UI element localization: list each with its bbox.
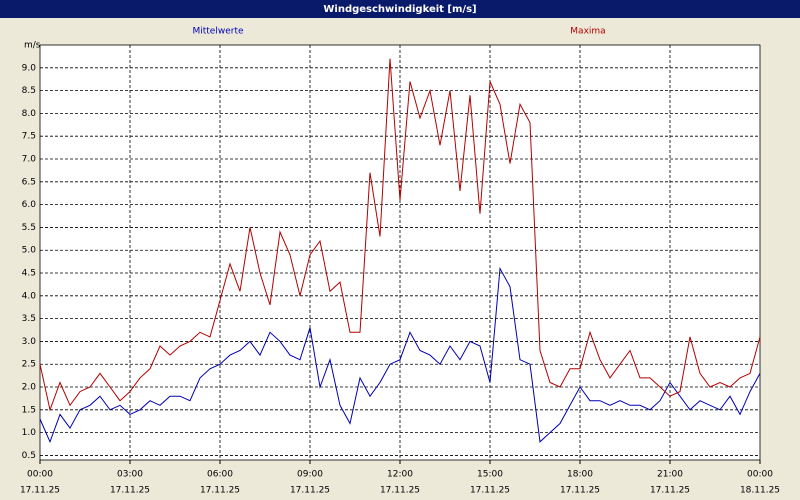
x-tick-label: 15:00 — [477, 470, 503, 480]
y-tick-label: 3.0 — [22, 337, 37, 347]
x-tick-label: 00:00 — [747, 470, 773, 480]
x-tick-date: 17.11.25 — [20, 486, 60, 496]
series-line — [39, 266, 761, 444]
x-tick-label: 09:00 — [297, 470, 323, 480]
y-tick-label: 5.0 — [22, 246, 37, 256]
x-tick-date: 18.11.25 — [740, 486, 780, 496]
x-tick-label: 12:00 — [387, 470, 413, 480]
legend-label: Mittelwerte — [192, 27, 243, 37]
y-tick-label: 1.0 — [22, 428, 37, 438]
x-tick-label: 21:00 — [657, 470, 683, 480]
chart-title: Windgeschwindigkeit [m/s] — [323, 4, 476, 15]
x-tick-date: 17.11.25 — [470, 486, 510, 496]
x-tick-date: 17.11.25 — [110, 486, 150, 496]
y-tick-label: 2.0 — [22, 383, 37, 393]
x-tick-date: 17.11.25 — [650, 486, 690, 496]
x-tick-date: 17.11.25 — [200, 486, 240, 496]
y-tick-label: 9.0 — [22, 63, 37, 73]
y-unit: m/s — [24, 41, 41, 51]
y-tick-label: 7.5 — [22, 132, 36, 142]
y-tick-label: 1.5 — [22, 405, 36, 415]
y-tick-label: 4.0 — [22, 291, 37, 301]
series-line — [39, 58, 761, 412]
x-tick-date: 17.11.25 — [290, 486, 330, 496]
y-tick-label: 0.5 — [22, 451, 36, 461]
x-tick-date: 17.11.25 — [560, 486, 600, 496]
legend-label: Maxima — [570, 27, 605, 37]
x-tick-date: 17.11.25 — [380, 486, 420, 496]
title-bar — [0, 0, 800, 18]
y-tick-label: 8.5 — [22, 86, 36, 96]
x-tick-label: 06:00 — [207, 470, 233, 480]
y-tick-label: 2.5 — [22, 360, 36, 370]
y-tick-label: 8.0 — [22, 109, 37, 119]
y-tick-label: 3.5 — [22, 314, 36, 324]
x-tick-label: 03:00 — [117, 470, 143, 480]
y-tick-label: 4.5 — [22, 269, 36, 279]
x-tick-label: 18:00 — [567, 470, 593, 480]
y-tick-label: 7.0 — [22, 155, 37, 165]
y-tick-label: 5.5 — [22, 223, 36, 233]
y-tick-label: 6.5 — [22, 177, 36, 187]
y-tick-label: 6.0 — [22, 200, 37, 210]
x-tick-label: 00:00 — [27, 470, 53, 480]
